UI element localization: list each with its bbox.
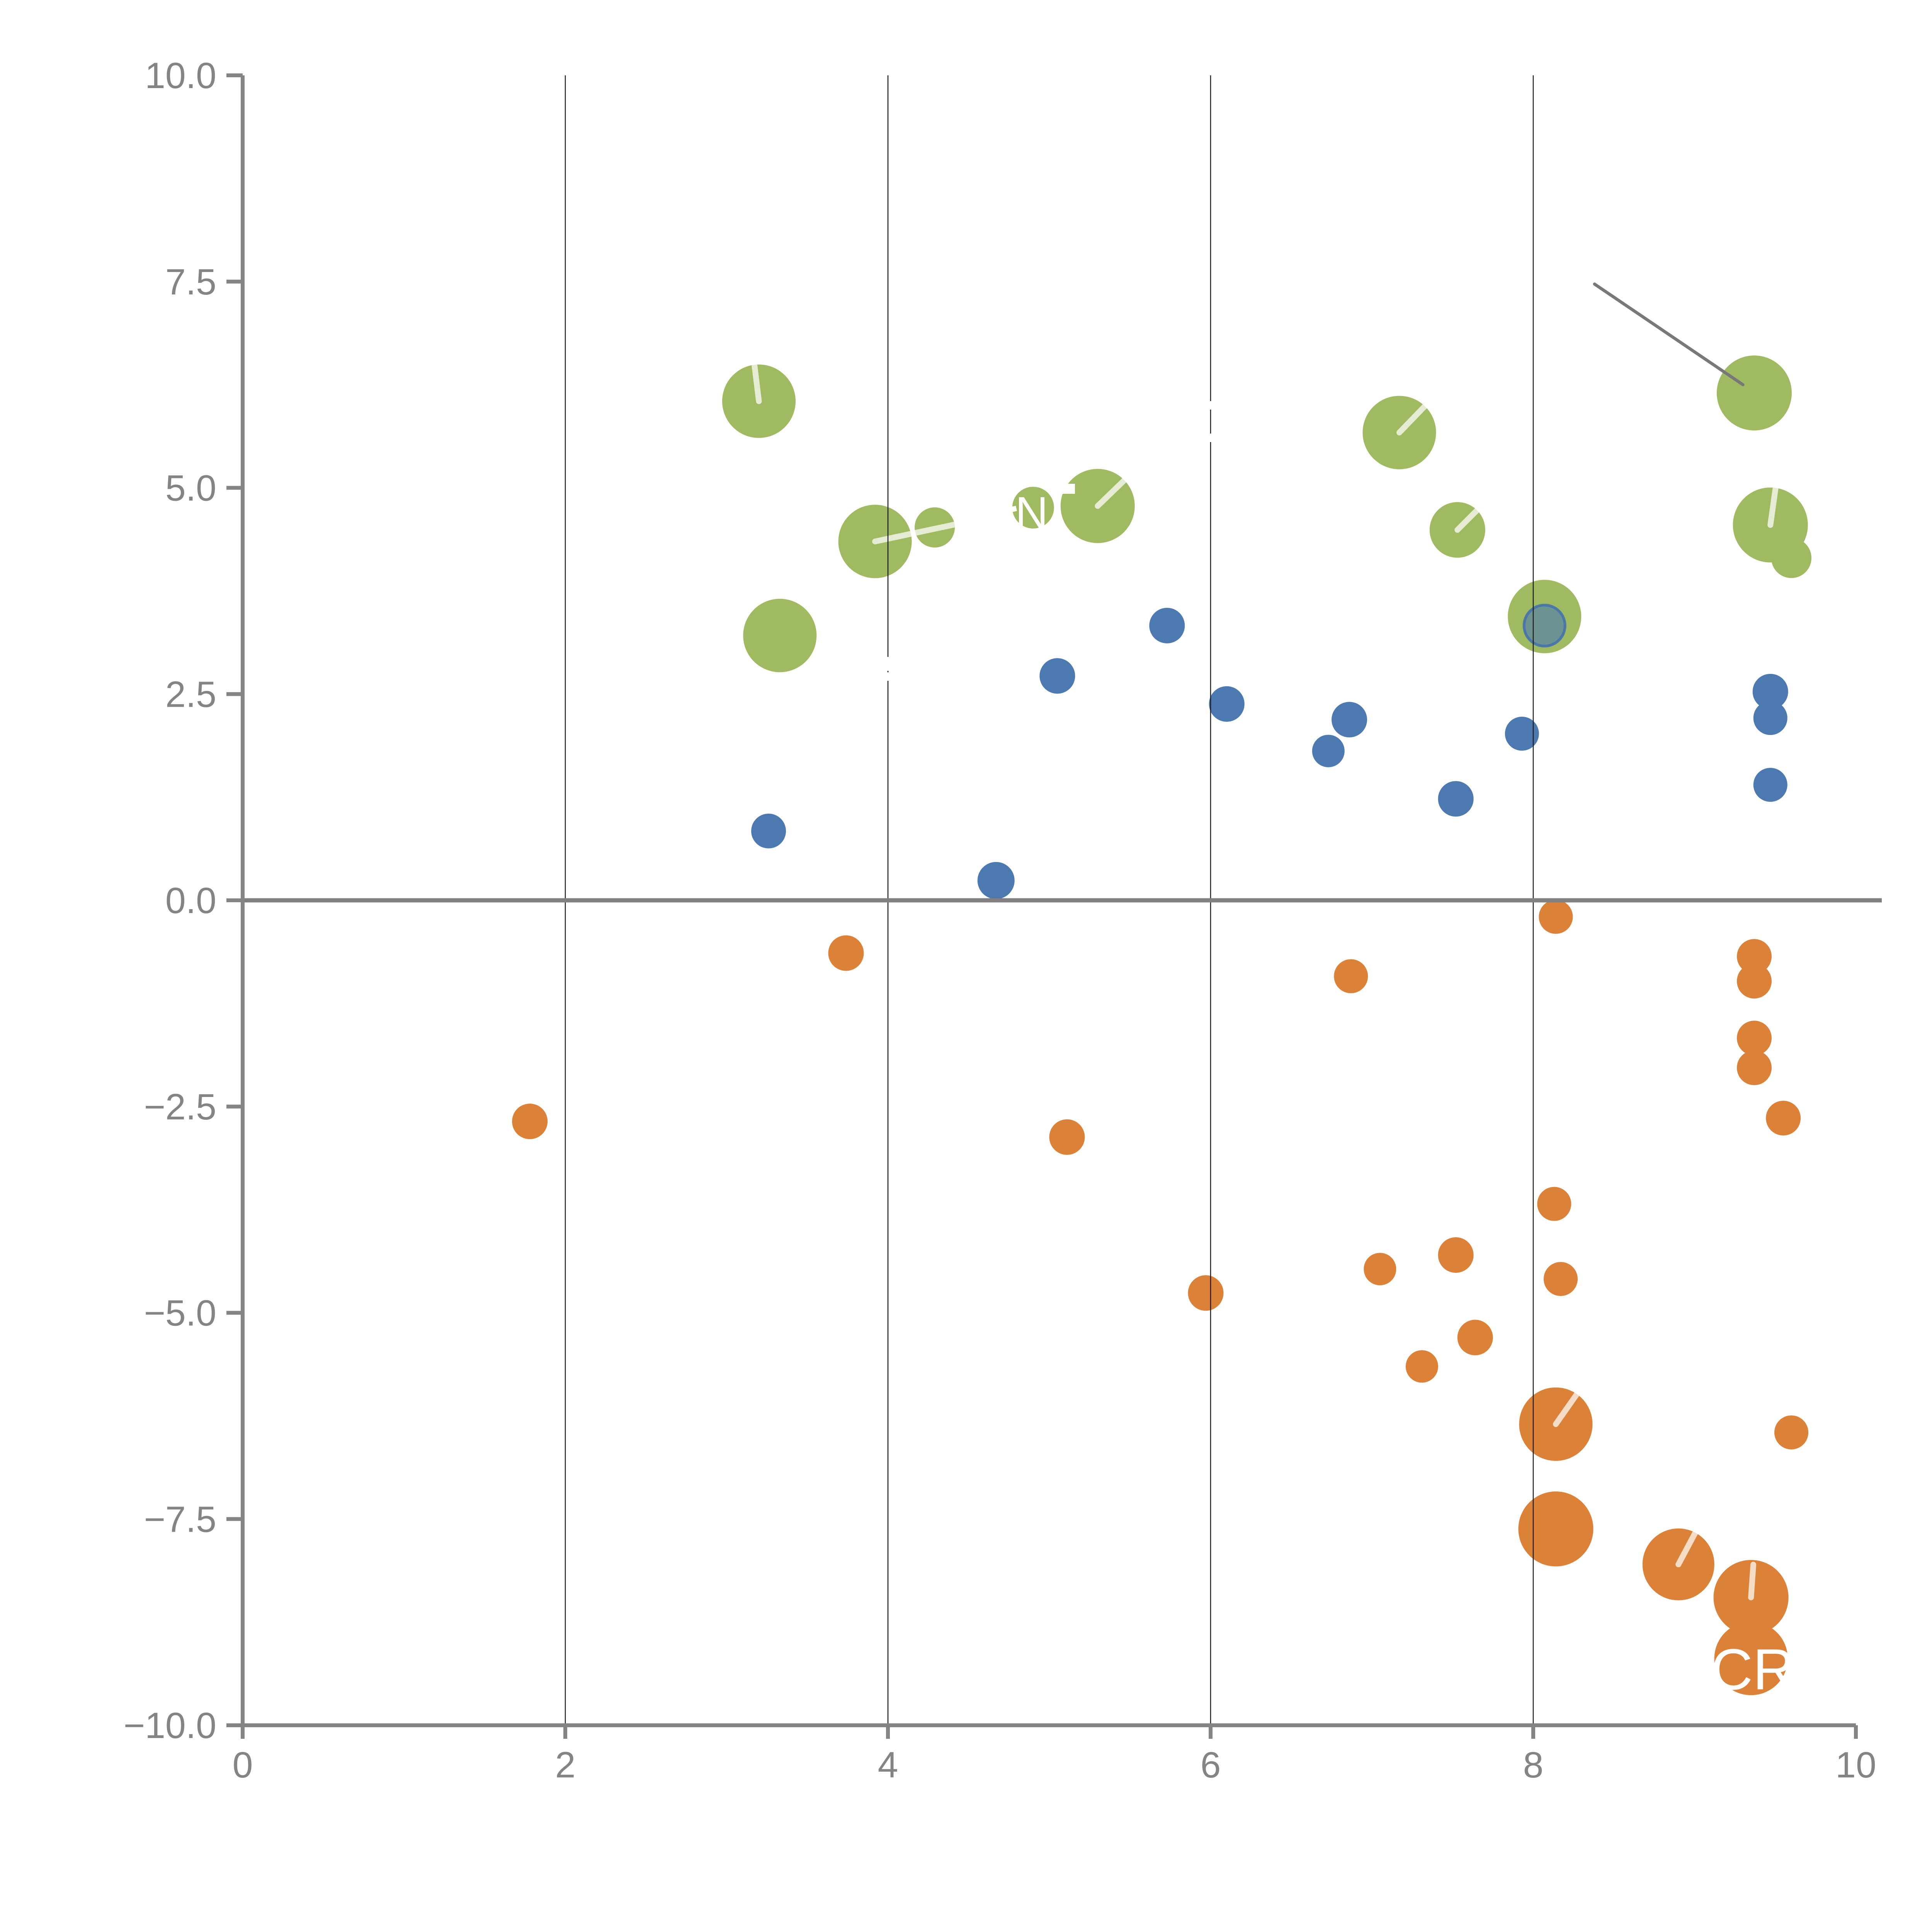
y-axis-tick-label: −2.5: [144, 1087, 216, 1128]
bubble-orange: [828, 935, 864, 971]
bubble-leader-tick: [1454, 503, 1484, 533]
bubble-leader-tick: [1095, 463, 1143, 509]
bubble-orange: [1438, 1237, 1474, 1273]
bubble-blue: [977, 862, 1015, 899]
bubble-blue: [1752, 673, 1788, 709]
bubble-blue: [1332, 702, 1367, 738]
bubble-orange: [1518, 1491, 1594, 1566]
bubble-orange: [1334, 959, 1368, 993]
bubble-green: [1716, 355, 1792, 430]
bubble-orange: [1543, 1262, 1578, 1296]
gridline-gap: [1204, 434, 1217, 442]
bubble-orange: [1736, 1050, 1772, 1085]
bubble-label-fragment: [999, 505, 1017, 515]
bubble-green: [1012, 486, 1054, 529]
bubble-orange: [512, 1104, 548, 1139]
y-axis-tick-label: 2.5: [165, 674, 216, 715]
bubble-blue: [1753, 768, 1787, 802]
y-axis-tick-label: −7.5: [144, 1499, 216, 1540]
bubble-orange: [1774, 1415, 1808, 1450]
y-axis-tick-label: −5.0: [144, 1293, 216, 1334]
bubble-blue: [1312, 735, 1345, 767]
y-axis-tick-label: 7.5: [165, 262, 216, 303]
bubble-blue: [1149, 608, 1185, 644]
bubble-orange: [1405, 1350, 1438, 1383]
bubble-blue: [1753, 701, 1787, 735]
bubble-leader-tick: [1396, 398, 1433, 435]
x-axis-tick-label: 10: [1835, 1745, 1876, 1786]
bubble-leader-tick: [1553, 1388, 1582, 1427]
bubble-orange: [1364, 1253, 1396, 1286]
bubble-orange: [1049, 1119, 1085, 1155]
bubble-leader-tick: [1675, 1524, 1701, 1568]
bubble-green: [743, 599, 817, 672]
y-axis-tick-label: 0.0: [165, 880, 216, 921]
y-axis-tick-label: 5.0: [165, 468, 216, 509]
bubble-orange: [1736, 1020, 1772, 1056]
bubble-blue: [751, 813, 786, 849]
annotation-leader-line: [1593, 282, 1745, 386]
bubble-ticker-label: CRV: [1711, 1637, 1832, 1702]
x-axis-tick-label: 6: [1201, 1745, 1221, 1786]
bubble-orange: [1736, 964, 1772, 999]
bubble-blue: [1209, 686, 1245, 722]
bubble-leader-tick: [1767, 485, 1779, 528]
bubble-blue: [1438, 781, 1474, 817]
bubble-orange: [1188, 1275, 1224, 1311]
bubble-blue: [1505, 716, 1539, 751]
bubble-orange: [1736, 939, 1772, 974]
bubble-leader-tick: [752, 363, 762, 404]
bubble-blue: [1039, 658, 1075, 694]
bubble-leader-tick: [1748, 1561, 1757, 1600]
gridline-gap: [881, 657, 894, 671]
y-axis-tick-label: −10.0: [124, 1705, 216, 1746]
x-axis-tick-label: 4: [878, 1745, 898, 1786]
bubble-orange: [1714, 1622, 1788, 1696]
bubble-green: [1771, 537, 1811, 578]
bubble-orange: [1537, 1187, 1571, 1221]
bubble-orange: [1457, 1320, 1493, 1355]
gridline-gap: [881, 672, 894, 681]
bubble-overlay-blue: [1522, 604, 1566, 648]
bubble-orange: [1766, 1100, 1801, 1136]
x-axis-tick-label: 2: [555, 1745, 576, 1786]
bubble-label-fragment: N: [1015, 488, 1048, 539]
bubble-label-fragment: [1057, 484, 1075, 494]
y-axis-tick-label: 10.0: [145, 55, 216, 96]
x-axis-tick-label: 8: [1523, 1745, 1544, 1786]
bubble-leader-tick: [872, 521, 959, 544]
x-axis-tick-label: 0: [233, 1745, 253, 1786]
bubble-orange: [1539, 900, 1573, 934]
gridline-gap: [1204, 401, 1217, 410]
